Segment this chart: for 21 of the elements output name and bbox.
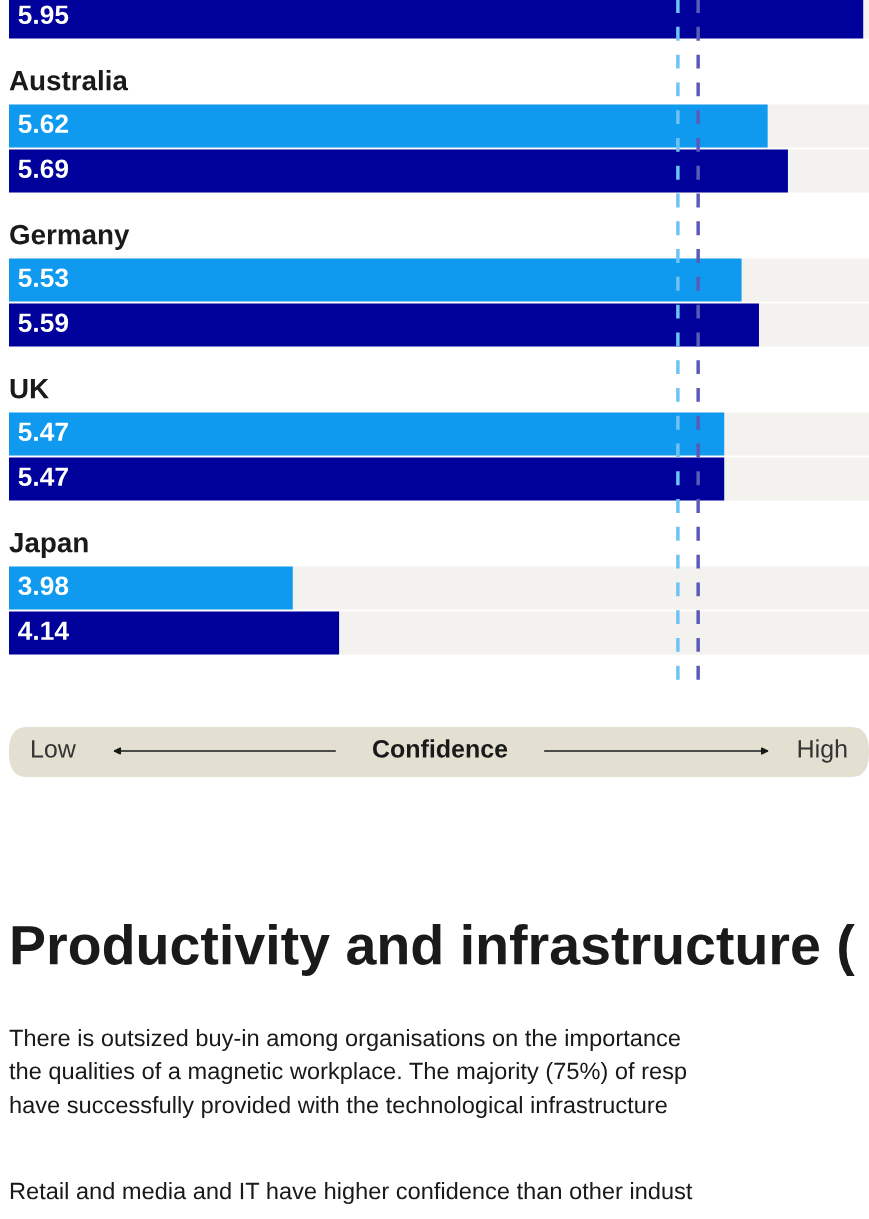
data-label: 3.98 <box>18 576 69 596</box>
data-label: 5.62 <box>18 114 68 134</box>
text: the qualities of a magnetic workplace. The majority (75%) of resp <box>9 1061 687 1085</box>
data-label: 5.59 <box>18 313 69 333</box>
y-tick-label: UK <box>10 379 49 399</box>
y-tick-label: Japan <box>9 533 88 558</box>
data-label: 5.47 <box>18 467 68 487</box>
text: Retail and media and IT have higher confidence than other indust <box>10 1181 693 1205</box>
data-label: 5.95 <box>18 5 69 25</box>
data-label: 5.69 <box>18 159 69 179</box>
text: High <box>798 739 847 763</box>
text: Low <box>32 740 76 758</box>
data-label: 5.53 <box>18 268 69 288</box>
y-tick-label: Germany <box>10 224 130 250</box>
x-axis-title: Confidence <box>372 739 508 758</box>
data-label: 5.47 <box>18 422 68 442</box>
text: Productivity and infrastructure ( <box>12 924 855 976</box>
text: have successfully provided with the technological infrastructure <box>10 1095 667 1119</box>
text: There is outsized buy-in among organisations on the importance <box>9 1028 680 1052</box>
data-label: 4.14 <box>18 621 69 640</box>
y-tick-label: Australia <box>9 70 129 91</box>
